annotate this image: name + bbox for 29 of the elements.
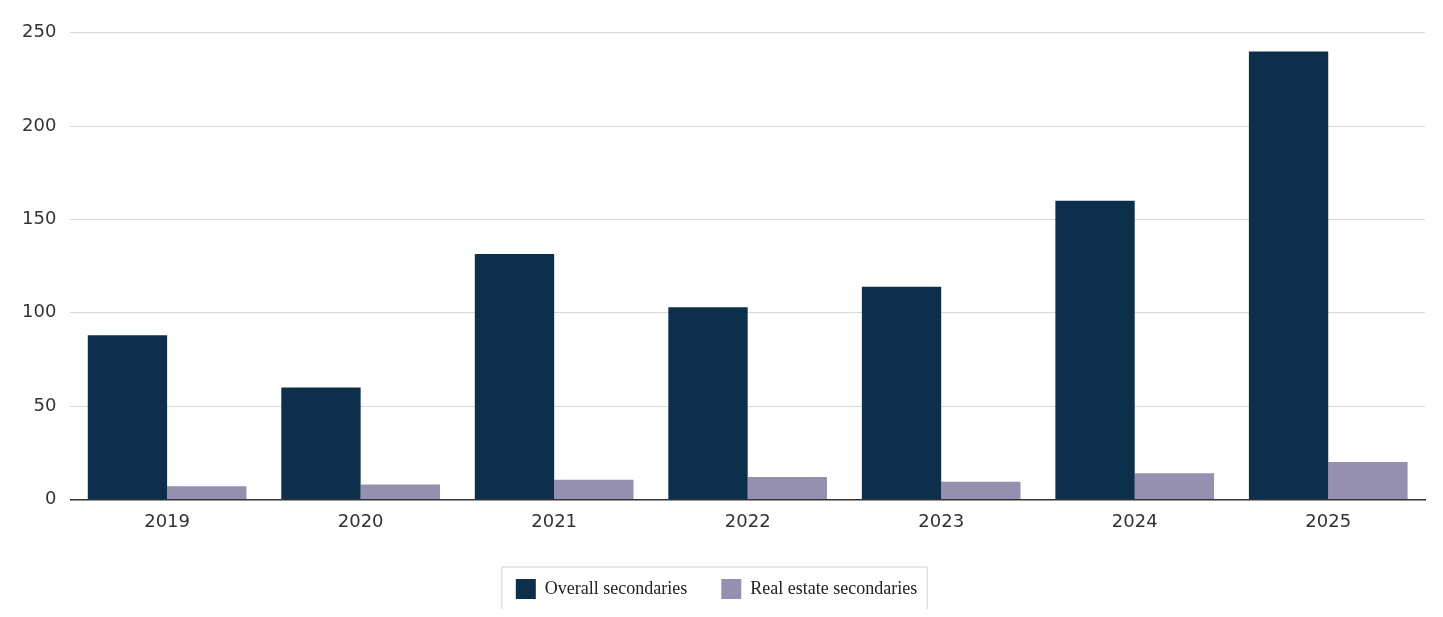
x-tick-label: 2023 <box>918 509 965 531</box>
bar <box>281 387 361 499</box>
bar <box>668 307 748 499</box>
bar <box>360 484 440 499</box>
bar <box>1055 200 1135 499</box>
bar <box>554 479 634 499</box>
y-tick-label: 250 <box>22 20 57 42</box>
x-tick-label: 2022 <box>724 509 771 531</box>
y-tick-label: 100 <box>22 300 57 322</box>
bar <box>941 481 1021 499</box>
bar <box>474 253 555 499</box>
legend-label: Overall secondaries <box>544 577 688 598</box>
bar <box>1248 51 1329 499</box>
y-tick-label: 50 <box>33 393 57 415</box>
x-tick-label: 2019 <box>144 509 191 531</box>
bar <box>1328 462 1408 499</box>
bar <box>87 335 168 499</box>
y-tick-label: 200 <box>22 113 57 135</box>
bar <box>167 486 247 499</box>
x-tick-label: 2025 <box>1305 509 1352 531</box>
bar <box>1134 473 1215 499</box>
legend-label: Real estate secondaries <box>750 577 918 598</box>
y-tick-label: 150 <box>22 207 57 229</box>
y-tick-label: 0 <box>44 487 57 509</box>
x-tick-label: 2024 <box>1111 509 1158 531</box>
bar <box>747 477 828 499</box>
bar <box>861 286 942 499</box>
x-tick-label: 2020 <box>337 509 384 531</box>
x-tick-label: 2021 <box>531 509 578 531</box>
